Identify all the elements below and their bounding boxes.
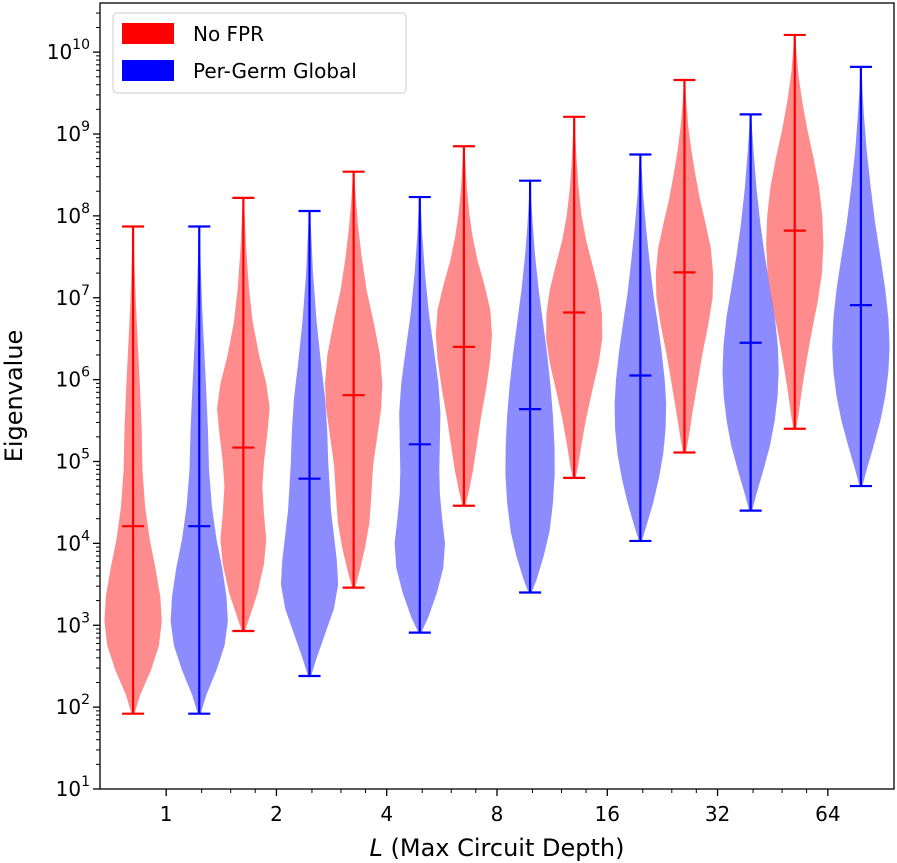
x-tick-label: 8 <box>491 802 504 826</box>
x-tick-label: 32 <box>705 802 730 826</box>
y-tick-label-exponent: 9 <box>81 119 90 135</box>
y-tick-label-exponent: 2 <box>81 692 90 708</box>
y-tick-label-base: 10 <box>56 204 81 228</box>
y-tick-label: 101 <box>56 774 90 801</box>
x-tick-label: 16 <box>595 802 620 826</box>
y-tick-label-exponent: 10 <box>72 37 90 53</box>
series-per-germ-global <box>170 65 890 715</box>
violins-layer <box>104 33 890 715</box>
y-tick-label-base: 10 <box>56 122 81 146</box>
y-tick-label: 104 <box>56 528 90 555</box>
y-tick-label-exponent: 7 <box>81 283 90 299</box>
x-tick-label: 4 <box>380 802 393 826</box>
y-tick-label: 108 <box>56 201 90 228</box>
y-tick-label: 107 <box>56 283 90 310</box>
y-tick-label-base: 10 <box>56 613 81 637</box>
x-axis-title-italic: L <box>370 834 383 862</box>
legend-swatch-no-fpr <box>122 23 174 44</box>
y-tick-label-base: 10 <box>56 368 81 392</box>
y-tick-label-base: 10 <box>56 531 81 555</box>
x-tick-label: 64 <box>815 802 840 826</box>
y-tick-label: 109 <box>56 119 90 146</box>
y-tick-label-exponent: 3 <box>81 610 90 626</box>
y-tick-label-exponent: 6 <box>81 365 90 381</box>
y-tick-label: 103 <box>56 610 90 637</box>
y-tick-label-exponent: 4 <box>81 528 90 544</box>
series-no-fpr <box>104 33 824 715</box>
y-tick-label-exponent: 1 <box>81 774 90 790</box>
x-axis-title: L (Max Circuit Depth) <box>370 834 625 862</box>
plot-frame <box>99 2 895 790</box>
legend-swatch-per-germ-global <box>122 60 174 81</box>
legend-label-no-fpr: No FPR <box>193 22 264 46</box>
y-tick-label: 1010 <box>47 37 90 64</box>
y-tick-label: 106 <box>56 365 90 392</box>
y-tick-label-exponent: 5 <box>81 447 90 463</box>
x-axis-title-rest: (Max Circuit Depth) <box>383 834 625 862</box>
legend: No FPR Per-Germ Global <box>112 12 407 94</box>
y-tick-label: 105 <box>56 447 90 474</box>
y-tick-label-base: 10 <box>47 40 72 64</box>
x-tick-label: 1 <box>160 802 173 826</box>
legend-box <box>112 12 407 94</box>
legend-label-per-germ-global: Per-Germ Global <box>193 59 357 83</box>
y-tick-label-base: 10 <box>56 286 81 310</box>
x-tick-label: 2 <box>270 802 283 826</box>
y-tick-label: 102 <box>56 692 90 719</box>
y-tick-label-base: 10 <box>56 450 81 474</box>
y-tick-label-base: 10 <box>56 695 81 719</box>
x-axis: 1 2 4 8 16 32 64 <box>160 789 841 826</box>
y-tick-label-exponent: 8 <box>81 201 90 217</box>
y-tick-label-base: 10 <box>56 777 81 801</box>
y-axis-title: Eigenvalue <box>0 330 28 463</box>
